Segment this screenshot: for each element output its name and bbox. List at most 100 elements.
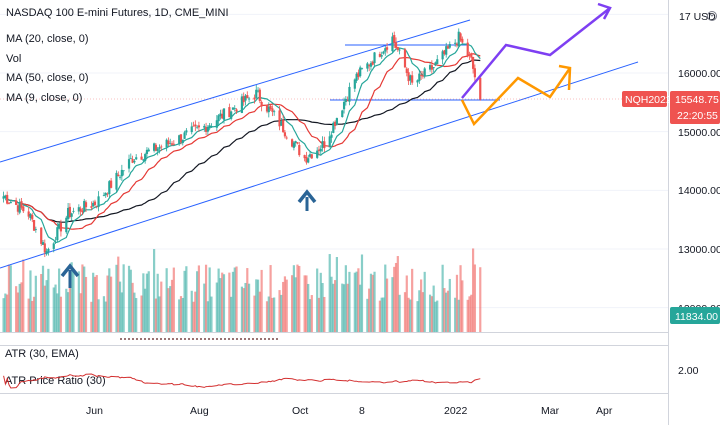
volume-bar: [206, 301, 209, 332]
legend-vol[interactable]: Vol: [6, 53, 21, 65]
volume-bar: [292, 265, 295, 332]
price-tick: 14000.00: [678, 185, 720, 197]
volume-bar: [394, 262, 398, 332]
candle: [436, 55, 439, 65]
volume-bar: [405, 275, 408, 332]
base-projection-path: [460, 67, 572, 127]
volume-bar: [382, 297, 385, 332]
candle: [308, 151, 312, 159]
candle: [108, 180, 111, 198]
candle: [394, 37, 398, 49]
candle: [423, 67, 426, 79]
volume-bar: [215, 282, 218, 332]
candle: [294, 140, 297, 147]
volume-bar: [316, 268, 319, 332]
candle: [231, 107, 235, 110]
candle: [283, 129, 287, 139]
volume-bar: [230, 296, 233, 332]
currency-icon[interactable]: [707, 11, 717, 21]
volume-bar: [185, 266, 188, 332]
candle: [170, 141, 174, 146]
atr-ratio-label[interactable]: ATR Price Ratio (30): [5, 375, 106, 387]
volume-bar: [283, 276, 287, 332]
candle: [47, 247, 50, 256]
candle: [432, 66, 435, 73]
price-tick: 16000.00: [678, 68, 720, 80]
candle: [430, 60, 433, 74]
atr-ratio-line: [3, 373, 481, 389]
volume-bar: [29, 270, 32, 332]
candle: [428, 62, 432, 72]
volume-bar: [47, 268, 50, 332]
candle: [160, 144, 163, 152]
legend-ma9[interactable]: MA (9, close, 0): [6, 92, 82, 104]
price-tick: 13000.00: [678, 244, 720, 256]
volume-bar: [228, 272, 231, 332]
volume-bar: [133, 292, 136, 332]
svg-text:22:20:55: 22:20:55: [677, 110, 718, 122]
volume-bar: [479, 267, 482, 332]
volume-bar: [97, 299, 100, 332]
channel-lower-line: [0, 61, 639, 269]
candle: [255, 85, 258, 100]
volume-bar: [156, 273, 159, 332]
candle: [380, 51, 383, 59]
volume-bar: [208, 267, 211, 332]
candle: [323, 136, 326, 152]
volume-bar: [323, 296, 326, 332]
volume-bar: [416, 301, 419, 332]
volume-bar: [104, 301, 107, 332]
volume-bar: [135, 298, 138, 332]
volume-bar: [258, 291, 261, 332]
volume-bar: [332, 283, 335, 332]
volume-bar: [196, 271, 199, 332]
candle: [52, 242, 55, 253]
volume-bar: [443, 288, 446, 332]
time-tick: 8: [359, 405, 365, 417]
volume-bar: [260, 269, 263, 332]
candle: [282, 114, 285, 133]
legend-ma50[interactable]: MA (50, close, 0): [6, 72, 89, 84]
candle: [228, 103, 231, 118]
atr-label[interactable]: ATR (30, EMA): [5, 348, 79, 360]
candle: [443, 49, 446, 56]
volume-bar: [127, 265, 131, 332]
legend-ma20[interactable]: MA (20, close, 0): [6, 33, 89, 45]
volume-bar: [398, 294, 401, 332]
candle: [197, 121, 201, 132]
candle: [196, 125, 199, 130]
candle: [90, 201, 93, 211]
volume-bar: [285, 279, 288, 332]
volume-bar: [396, 256, 399, 332]
volume-bar: [342, 284, 346, 332]
candle: [222, 108, 226, 124]
candle: [244, 94, 247, 106]
candle: [292, 141, 295, 151]
candle: [165, 138, 168, 152]
volume-bar: [77, 271, 80, 332]
candle: [133, 158, 136, 164]
candle: [434, 61, 437, 67]
volume-bar: [197, 265, 201, 332]
volume-bar: [255, 279, 258, 332]
volume-bar: [368, 288, 371, 332]
volume-bar: [448, 278, 451, 332]
candle: [40, 227, 43, 247]
candle: [95, 205, 98, 209]
candle: [328, 131, 331, 148]
candle: [260, 100, 263, 112]
price-axis: 17 USD 16000.00 15000.00 14000.00 13000.…: [678, 11, 720, 315]
volume-bar: [106, 275, 109, 332]
volume-bar: [154, 298, 158, 332]
candle: [341, 109, 344, 118]
volume-bar: [233, 267, 236, 332]
candle: [183, 130, 186, 140]
candle: [278, 106, 281, 131]
volume-bar: [457, 299, 460, 332]
time-tick: Mar: [541, 405, 560, 417]
volume-bar: [470, 294, 473, 332]
candle: [271, 105, 274, 117]
candle: [185, 128, 188, 136]
chart-title[interactable]: NASDAQ 100 E-mini Futures, 1D, CME_MINI: [6, 7, 229, 19]
